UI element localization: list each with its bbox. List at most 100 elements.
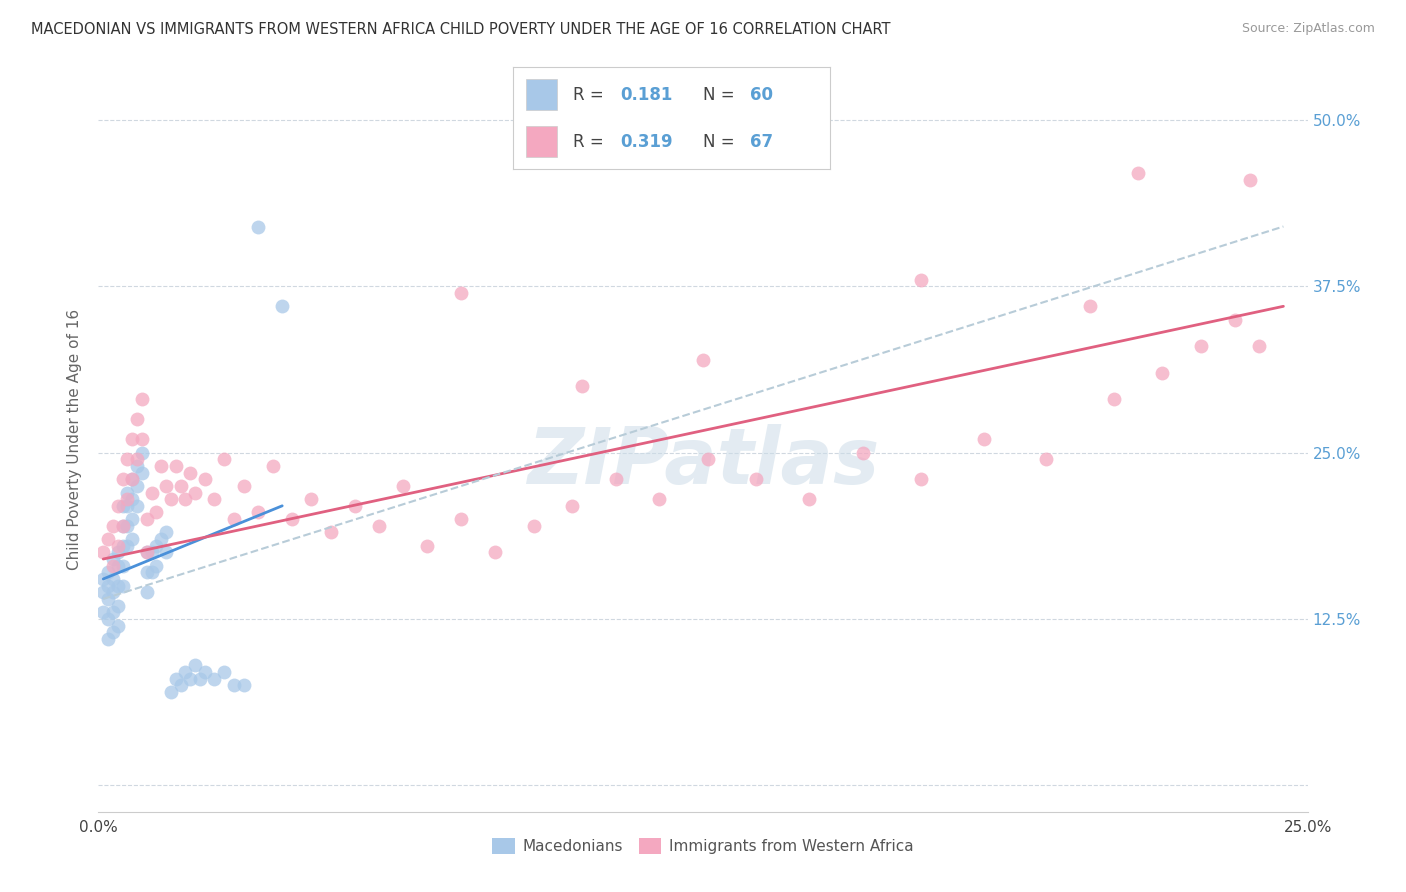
Point [222,512,245,526]
Point [910,273,932,287]
Point [131,433,153,447]
Point [101,558,124,573]
Point [232,678,254,692]
Point [1128,166,1150,180]
Point [111,518,134,533]
Point [150,458,173,473]
Point [174,665,197,679]
Point [145,506,167,520]
Text: N =: N = [703,133,740,151]
FancyBboxPatch shape [526,127,557,157]
Point [174,492,197,507]
Text: 60: 60 [751,86,773,103]
Point [194,472,217,486]
Point [107,579,129,593]
Point [117,492,139,507]
Point [101,572,124,586]
Point [127,479,149,493]
Legend: Macedonians, Immigrants from Western Africa: Macedonians, Immigrants from Western Afr… [486,831,920,860]
Point [111,539,134,553]
Point [852,445,875,459]
Point [141,485,163,500]
Point [145,558,167,573]
Point [745,472,768,486]
Text: ZIPatlas: ZIPatlas [527,424,879,500]
Point [184,485,207,500]
Point [101,552,124,566]
Point [973,433,995,447]
Point [107,558,129,573]
Point [155,525,177,540]
Point [101,625,124,640]
Point [107,599,129,613]
Point [155,479,177,493]
Point [111,579,134,593]
Point [101,605,124,619]
Point [271,299,294,313]
Point [1078,299,1101,313]
Point [127,499,149,513]
Point [121,492,143,507]
Point [648,492,671,507]
Point [204,492,226,507]
Point [121,433,143,447]
Point [117,485,139,500]
Point [101,585,124,599]
Point [194,665,217,679]
Point [155,545,177,559]
Point [131,445,153,459]
Point [97,579,120,593]
Point [450,285,472,300]
Point [111,499,134,513]
Point [150,532,173,546]
Point [799,492,821,507]
Point [141,566,163,580]
Point [1249,339,1271,353]
Point [97,591,120,606]
Point [212,452,235,467]
Point [117,539,139,553]
Point [1189,339,1212,353]
Point [160,685,183,699]
Point [262,458,284,473]
Point [127,458,149,473]
Point [111,518,134,533]
Point [127,452,149,467]
Point [179,466,201,480]
Point [165,458,187,473]
Point [117,499,139,513]
Point [484,545,506,559]
Point [111,558,134,573]
Point [1223,312,1246,326]
Point [343,499,366,513]
Text: R =: R = [574,133,609,151]
Point [97,612,120,626]
Text: 67: 67 [751,133,773,151]
Point [605,472,627,486]
Point [299,492,322,507]
Point [121,532,143,546]
Point [1239,173,1261,187]
Point [135,566,157,580]
Point [141,545,163,559]
Point [107,618,129,632]
Point [131,392,153,407]
FancyBboxPatch shape [526,79,557,110]
Point [222,678,245,692]
Point [696,452,718,467]
Point [450,512,472,526]
Point [179,672,201,686]
Text: 0.319: 0.319 [620,133,673,151]
Point [204,672,226,686]
Point [169,479,191,493]
Point [247,219,270,234]
Point [131,466,153,480]
Point [127,412,149,426]
Point [523,518,546,533]
Point [107,499,129,513]
Point [145,539,167,553]
Point [135,585,157,599]
Point [281,512,304,526]
Point [121,512,143,526]
Text: R =: R = [574,86,609,103]
